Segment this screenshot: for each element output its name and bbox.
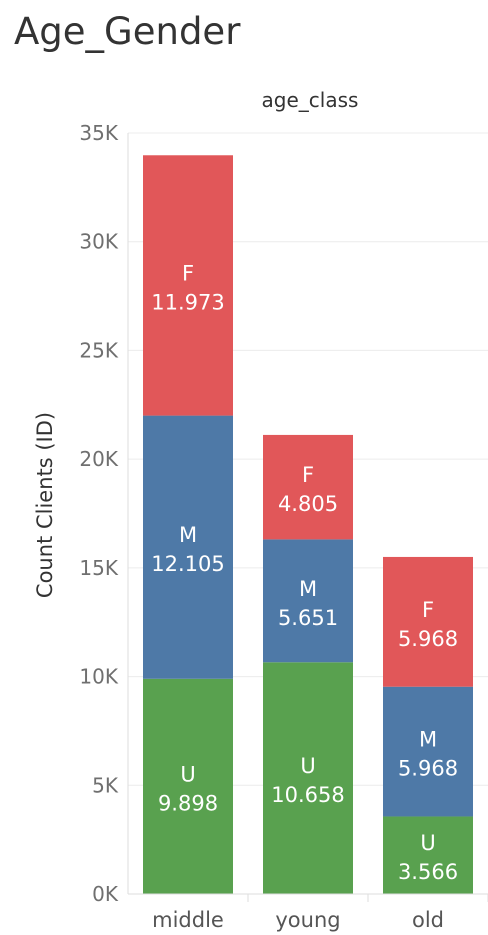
segment-series-label: M	[419, 728, 437, 752]
segment-value-label: 10.658	[271, 783, 344, 807]
bars: U 9.898 M 12.105 F 11.973 U 10.658 M 5.651 F 4.805 U…	[143, 155, 473, 894]
bar-segment-M-middle[interactable]	[143, 415, 233, 679]
y-tick-label: 0K	[92, 882, 119, 906]
segment-series-label: U	[180, 762, 195, 786]
y-tick-label: 10K	[79, 665, 118, 689]
y-tick-label: 5K	[92, 773, 119, 797]
x-category-label: middle	[152, 908, 224, 932]
x-axis: middle young old	[128, 893, 488, 932]
segment-value-label: 11.973	[151, 290, 224, 314]
bar-segment-U-old[interactable]	[383, 816, 473, 894]
y-tick-label: 35K	[79, 121, 118, 145]
bar-segment-M-young[interactable]	[263, 539, 353, 663]
segment-series-label: M	[179, 523, 197, 547]
bar-segment-M-old[interactable]	[383, 686, 473, 817]
y-tick-label: 15K	[79, 556, 118, 580]
segment-series-label: F	[422, 598, 434, 622]
segment-series-label: M	[299, 577, 317, 601]
segment-value-label: 4.805	[278, 492, 338, 516]
segment-value-label: 12.105	[151, 552, 224, 576]
y-axis-label: Count Clients (ID)	[33, 412, 57, 598]
y-tick-label: 25K	[79, 338, 118, 362]
y-axis: 0K 5K 10K 15K 20K 25K 30K 35K	[79, 121, 129, 906]
bar-segment-F-young[interactable]	[263, 434, 353, 540]
y-tick-label: 30K	[79, 230, 118, 254]
bar-segment-U-young[interactable]	[263, 662, 353, 894]
segment-series-label: F	[302, 463, 314, 487]
segment-series-label: U	[420, 831, 435, 855]
bar-segment-F-middle[interactable]	[143, 155, 233, 416]
segment-value-label: 5.968	[398, 627, 458, 651]
segment-series-label: F	[182, 261, 194, 285]
segment-value-label: 5.968	[398, 757, 458, 781]
segment-value-label: 9.898	[158, 791, 218, 815]
segment-value-label: 5.651	[278, 606, 338, 630]
segment-series-label: U	[300, 754, 315, 778]
bar-segment-U-middle[interactable]	[143, 678, 233, 894]
page-title: Age_Gender	[14, 10, 241, 53]
segment-value-label: 3.566	[398, 860, 458, 884]
column-header: age_class	[262, 88, 359, 112]
x-category-label: young	[275, 908, 340, 932]
y-tick-label: 20K	[79, 447, 118, 471]
x-category-label: old	[412, 908, 444, 932]
bar-segment-F-old[interactable]	[383, 556, 473, 687]
